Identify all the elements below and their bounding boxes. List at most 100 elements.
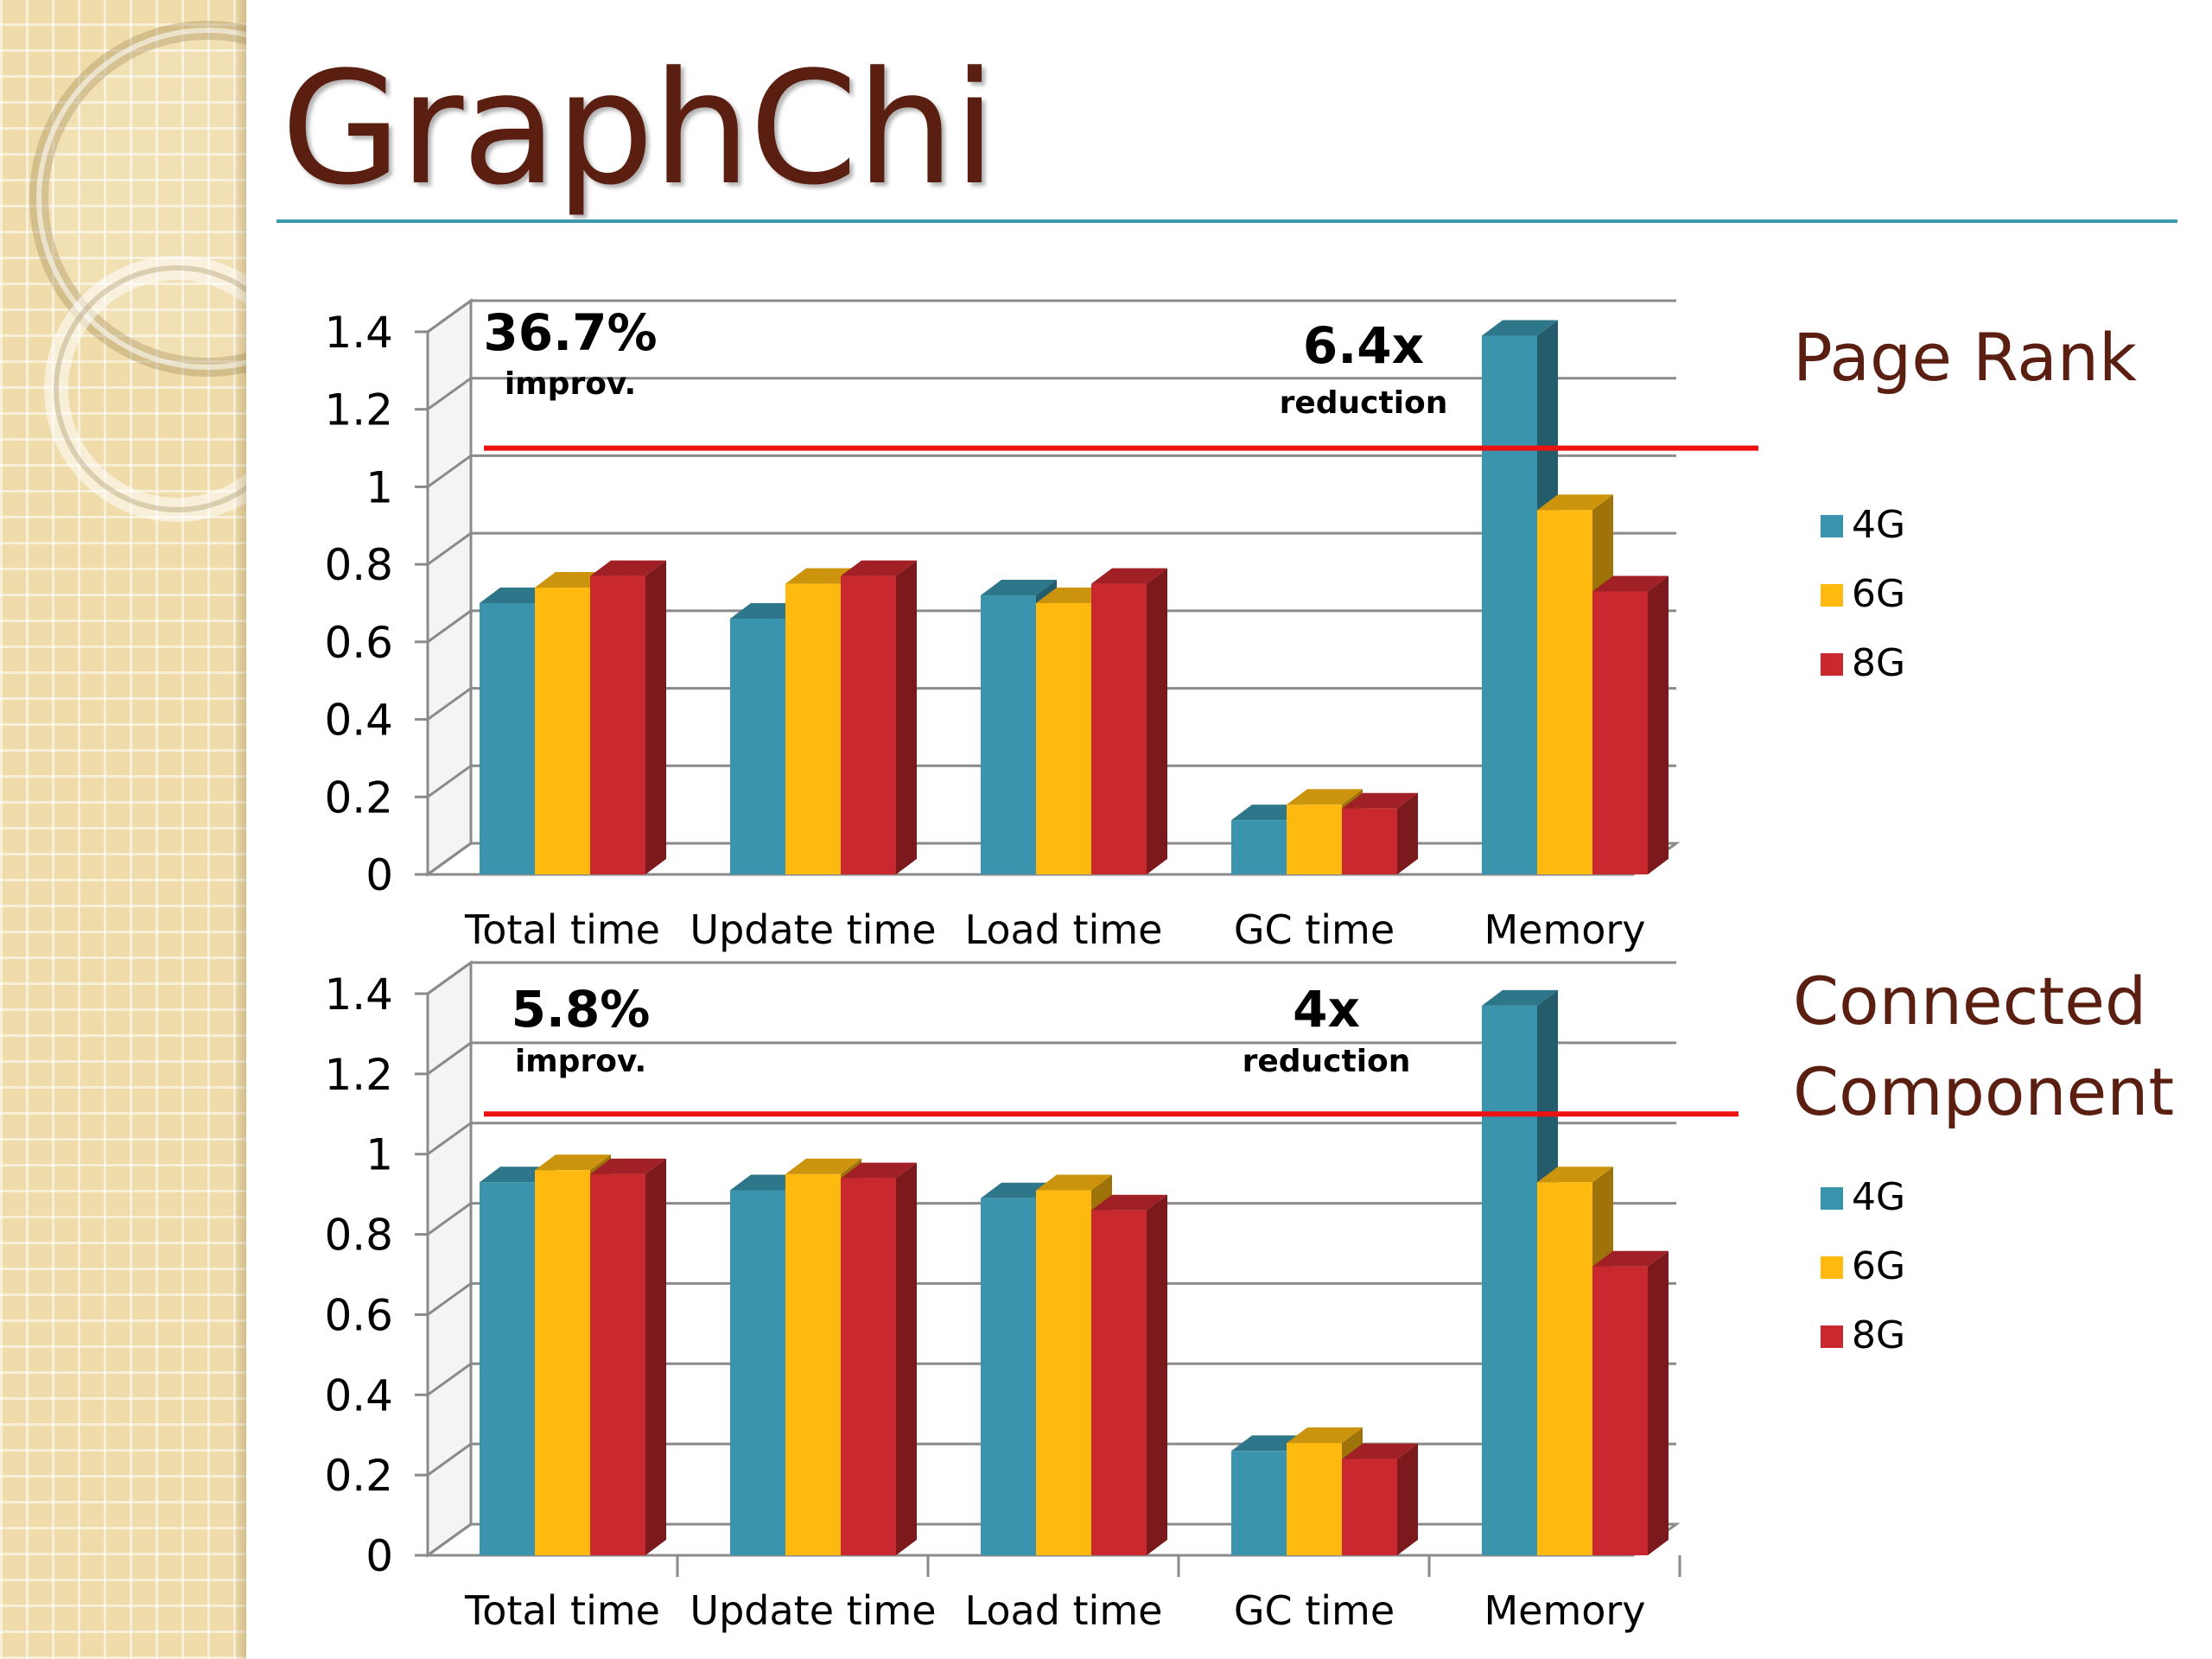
gridline-diag	[427, 1041, 472, 1076]
bar	[1482, 335, 1537, 874]
legend-swatch	[1821, 1187, 1843, 1210]
bar	[590, 1173, 645, 1555]
legend-swatch	[1821, 1325, 1843, 1348]
y-tick-label: 0.2	[324, 772, 393, 823]
bar-side	[1147, 1194, 1167, 1555]
bar	[535, 588, 590, 874]
annotation-caption: improv.	[505, 366, 636, 402]
x-tick-label: Update time	[690, 906, 936, 953]
x-tick-label: Load time	[965, 1587, 1163, 1634]
bar	[1342, 1459, 1397, 1555]
bar-top	[1036, 1174, 1112, 1191]
bar	[1342, 808, 1397, 874]
bar-top	[1287, 789, 1363, 805]
legend-label: 4G	[1852, 503, 1905, 547]
legend-label: 6G	[1852, 1244, 1905, 1288]
sidebar-shade	[233, 0, 246, 1659]
annotation-caption: reduction	[1280, 385, 1448, 421]
bar	[730, 1190, 785, 1555]
decorative-sidebar	[0, 0, 246, 1659]
y-tick-label: 0.6	[324, 618, 393, 668]
bar-top	[1537, 1166, 1613, 1183]
bar-top	[1482, 320, 1558, 336]
bar-top	[841, 560, 917, 576]
gridline-diag	[427, 609, 472, 644]
y-tick-label: 0.8	[324, 1211, 393, 1261]
x-tick-label: GC time	[1234, 906, 1395, 953]
bar	[1231, 1451, 1287, 1555]
legend-label: 8G	[1852, 641, 1905, 685]
bar-top	[1592, 1250, 1669, 1267]
y-tick-label: 0.4	[324, 1370, 393, 1421]
annotation-caption: improv.	[515, 1044, 646, 1079]
y-tick-label: 0	[365, 850, 393, 900]
bar	[1592, 1266, 1648, 1555]
y-tick-label: 0.4	[324, 696, 393, 746]
bar-top	[1091, 1194, 1167, 1211]
y-tick-label: 1.4	[324, 308, 393, 358]
y-tick-label: 1.4	[324, 969, 393, 1020]
bar-side	[896, 1162, 917, 1555]
chart-title-line: Component	[1793, 1053, 2174, 1130]
gridline-diag	[427, 1363, 472, 1396]
bar	[1287, 804, 1342, 874]
x-tick-label: Load time	[965, 906, 1163, 953]
x-tick-label: Memory	[1484, 906, 1645, 953]
side-wall	[426, 960, 473, 1558]
bar-top	[1482, 989, 1558, 1006]
legend-label: 4G	[1852, 1175, 1905, 1219]
bar	[480, 603, 535, 874]
bar-top	[590, 1158, 666, 1174]
y-tick-label: 1	[365, 462, 393, 512]
title-divider	[276, 219, 2177, 223]
bar-side	[1397, 1443, 1418, 1555]
bar	[785, 583, 841, 874]
legend-swatch	[1821, 1256, 1843, 1279]
gridline-diag	[427, 1522, 472, 1557]
bar-top	[590, 560, 666, 576]
legend-swatch	[1821, 584, 1843, 607]
gridline-diag	[427, 1122, 472, 1155]
annotation-value: 36.7%	[483, 303, 657, 362]
bar-side	[1147, 568, 1167, 874]
gridline-diag	[427, 842, 472, 876]
chart-title-line: Connected	[1793, 963, 2146, 1039]
decorative-rings	[29, 21, 246, 522]
y-tick-label: 1.2	[324, 385, 393, 435]
gridline-diag	[427, 299, 472, 334]
bar	[1592, 591, 1648, 874]
bar	[590, 575, 645, 874]
legend-label: 8G	[1852, 1313, 1905, 1357]
bar-top	[1287, 1427, 1363, 1443]
bar	[730, 618, 785, 874]
legend-label: 6G	[1852, 572, 1905, 616]
gridline-diag	[427, 1282, 472, 1316]
bar	[1091, 1210, 1147, 1555]
y-tick-label: 0.6	[324, 1290, 393, 1340]
bar	[1287, 1443, 1342, 1555]
bar-top	[535, 1154, 611, 1171]
gridline-diag	[427, 454, 472, 488]
y-tick-label: 0.2	[324, 1451, 393, 1501]
x-tick-label: Total time	[464, 1587, 660, 1634]
bar	[785, 1173, 841, 1555]
legend-swatch	[1821, 515, 1843, 537]
bar	[841, 1178, 896, 1555]
bar	[1036, 603, 1091, 874]
gridline-diag	[427, 765, 472, 798]
bar-top	[981, 580, 1057, 596]
side-wall	[426, 298, 473, 877]
bar	[841, 575, 896, 874]
bar-top	[1537, 494, 1613, 511]
gridline-diag	[427, 531, 472, 566]
annotation-caption: reduction	[1243, 1044, 1411, 1079]
bar	[1231, 820, 1287, 874]
page-title: GraphChi	[281, 39, 996, 219]
annotation-value: 4x	[1293, 980, 1360, 1039]
bar-top	[1091, 568, 1167, 584]
bar	[1091, 583, 1147, 874]
gridline-diag	[427, 377, 472, 410]
legend-swatch	[1821, 653, 1843, 676]
bar-top	[841, 1162, 917, 1179]
gridline-diag	[427, 687, 472, 721]
